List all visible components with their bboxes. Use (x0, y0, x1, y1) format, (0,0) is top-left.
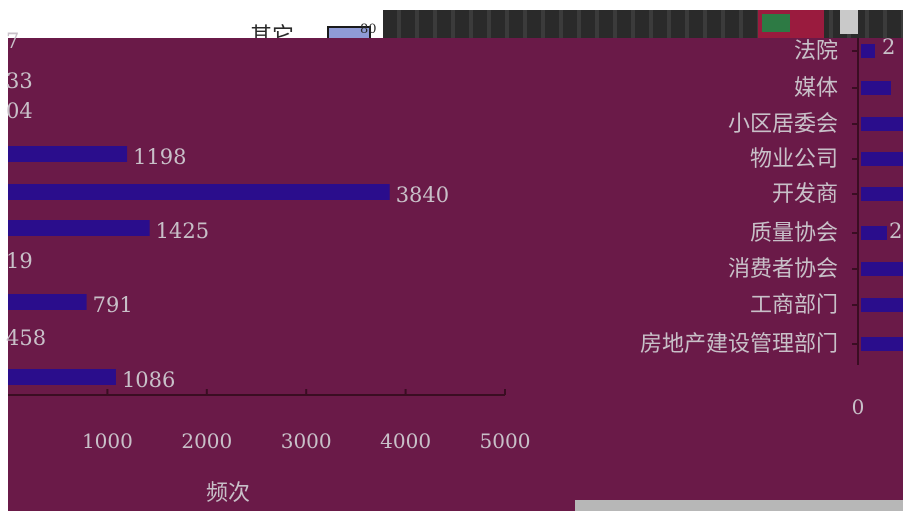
x-tick-label: 5000 (480, 429, 531, 453)
category-label: 质量协会 (750, 221, 838, 246)
bar-value-label: 1425 (156, 219, 209, 243)
right-bar (861, 226, 887, 240)
partial-value-label: 04 (6, 99, 33, 123)
x-tick-label: 2000 (181, 429, 232, 453)
bar (8, 369, 116, 385)
right-bar (861, 117, 903, 131)
category-label: 工商部门 (750, 293, 838, 318)
right-bar (861, 44, 875, 58)
x-tick-label: 4000 (380, 429, 431, 453)
right-x-tick-label: 0 (852, 395, 865, 419)
bar-value-label: 791 (93, 293, 133, 317)
category-label: 开发商 (772, 182, 838, 207)
bottom-gray-panel (575, 500, 903, 511)
bar-value-label: 3840 (396, 183, 449, 207)
x-axis-label: 频次 (206, 481, 250, 506)
right-bar (861, 81, 891, 95)
legend-text-fragment: 80 (360, 22, 377, 37)
bar (8, 146, 128, 162)
top-icon-green (762, 14, 790, 32)
top-icon-gray (840, 10, 858, 34)
category-label: 小区居委会 (728, 112, 838, 137)
chart-panel (8, 38, 903, 511)
category-label: 法院 (794, 39, 838, 64)
bar (8, 294, 87, 310)
right-bar (861, 298, 903, 312)
x-tick-label: 1000 (82, 429, 133, 453)
right-bar (861, 187, 903, 201)
category-label: 媒体 (794, 76, 838, 101)
bar-value-label: 1198 (133, 145, 186, 169)
right-bar (861, 262, 903, 276)
category-label: 物业公司 (750, 147, 838, 172)
partial-value-label: 33 (6, 69, 33, 93)
bar (8, 220, 150, 236)
right-value-fragment: 2 (882, 35, 895, 59)
category-label: 消费者协会 (728, 257, 838, 282)
category-label: 房地产建设管理部门 (640, 332, 838, 357)
bar (8, 184, 390, 200)
bar-value-label: 1086 (122, 368, 175, 392)
right-bar (861, 337, 903, 351)
x-tick-label: 3000 (281, 429, 332, 453)
partial-value-label: 19 (6, 249, 33, 273)
partial-value-label: 7 (6, 29, 19, 53)
right-value-fragment: 2 (889, 219, 902, 243)
right-bar (861, 152, 903, 166)
partial-value-label: 458 (6, 326, 46, 350)
